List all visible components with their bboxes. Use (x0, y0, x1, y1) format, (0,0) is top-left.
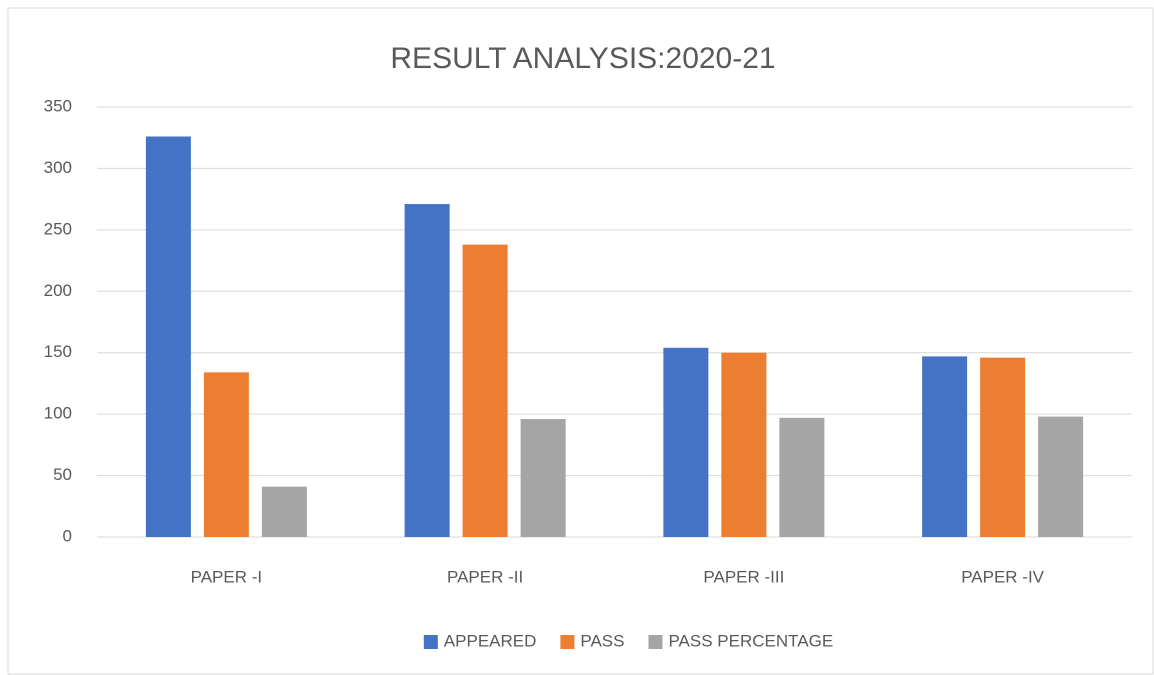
chart-frame (7, 7, 1154, 675)
bar (779, 417, 825, 537)
y-tick-label: 200 (44, 281, 72, 300)
x-tick-label: PAPER -I (191, 567, 262, 586)
legend-swatch (423, 635, 438, 649)
y-tick-label: 300 (44, 158, 72, 177)
bar (520, 419, 566, 537)
y-tick-label: 50 (53, 465, 72, 484)
bar (663, 347, 709, 537)
legend-swatch (648, 635, 663, 649)
legend-label: APPEARED (444, 631, 537, 650)
y-tick-label: 350 (44, 96, 72, 115)
y-tick-label: 100 (44, 404, 72, 423)
legend-label: PASS (580, 631, 624, 650)
bar (261, 486, 307, 537)
legend-label: PASS PERCENTAGE (668, 631, 833, 650)
bar (980, 357, 1026, 537)
bar (203, 372, 249, 537)
x-tick-label: PAPER -III (703, 567, 784, 586)
x-tick-label: PAPER -II (447, 567, 523, 586)
bar (1038, 416, 1084, 537)
chart-title: RESULT ANALYSIS:2020-21 (390, 42, 775, 75)
bar (721, 352, 767, 537)
legend-swatch (560, 635, 575, 649)
bar (922, 356, 968, 537)
y-tick-label: 150 (44, 342, 72, 361)
bar (404, 204, 450, 538)
y-tick-label: 0 (63, 526, 72, 545)
y-tick-label: 250 (44, 219, 72, 238)
bar (145, 136, 191, 537)
x-tick-label: PAPER -IV (961, 567, 1044, 586)
bar (462, 244, 508, 537)
